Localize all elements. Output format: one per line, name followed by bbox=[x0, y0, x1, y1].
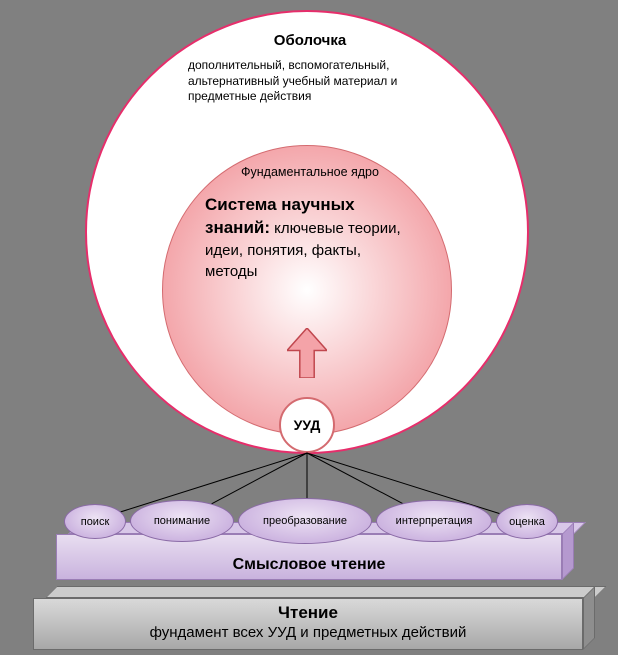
skill-pill-понимание: понимание bbox=[130, 500, 234, 542]
reading-title: Чтение bbox=[33, 603, 583, 623]
uud-label: УУД bbox=[294, 417, 321, 433]
skill-pill-преобразование: преобразование bbox=[238, 498, 372, 544]
skill-label: понимание bbox=[154, 515, 210, 527]
skill-label: интерпретация bbox=[396, 515, 473, 527]
shell-description: дополнительный, вспомогательный, альтерн… bbox=[188, 58, 440, 105]
reading-subtitle: фундамент всех УУД и предметных действий bbox=[33, 624, 583, 641]
semantic-reading-label: Смысловое чтение bbox=[56, 556, 562, 574]
skill-pill-оценка: оценка bbox=[496, 504, 558, 539]
skill-label: поиск bbox=[81, 516, 110, 528]
skill-pill-поиск: поиск bbox=[64, 504, 126, 539]
shell-title: Оболочка bbox=[200, 32, 420, 49]
core-main-text: Система научных знаний: ключевые теории,… bbox=[205, 194, 410, 283]
skill-pill-интерпретация: интерпретация bbox=[376, 500, 492, 542]
up-arrow-icon bbox=[287, 328, 327, 378]
core-title: Фундаментальное ядро bbox=[210, 165, 410, 179]
uud-circle: УУД bbox=[279, 397, 335, 453]
inner-circle bbox=[162, 145, 452, 435]
skill-label: преобразование bbox=[263, 515, 347, 527]
skill-label: оценка bbox=[509, 516, 545, 528]
